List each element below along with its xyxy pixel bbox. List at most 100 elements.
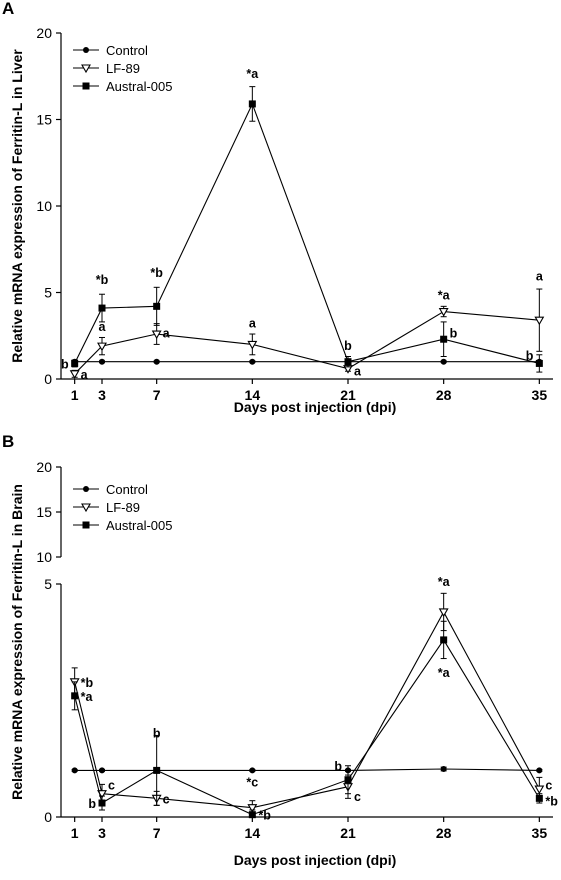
significance-label: b — [61, 357, 69, 371]
significance-label: b — [526, 349, 534, 363]
x-tick-label: 14 — [245, 387, 261, 403]
data-point — [153, 358, 160, 365]
significance-label: *b — [96, 273, 109, 287]
x-tick-label: 3 — [98, 825, 106, 841]
data-point — [438, 608, 449, 618]
legend-label: Control — [106, 43, 148, 58]
series-austral-005 — [71, 620, 543, 819]
legend-label: Control — [106, 482, 148, 497]
data-point — [98, 799, 106, 807]
data-point — [344, 358, 352, 366]
significance-label: b — [450, 326, 458, 340]
significance-label: *b — [258, 809, 271, 823]
data-point — [99, 767, 105, 774]
significance-label: b — [334, 760, 342, 774]
panel-letter-b: B — [2, 432, 14, 451]
panel-letter-a: A — [2, 0, 14, 18]
data-point — [535, 794, 543, 802]
series-lf-89 — [69, 288, 545, 379]
y-tick-label: 10 — [36, 549, 52, 565]
x-tick-label: 14 — [245, 825, 261, 841]
data-point — [534, 785, 545, 795]
data-point — [153, 302, 161, 310]
significance-label: *b — [150, 266, 163, 280]
y-tick-label: 20 — [36, 25, 52, 41]
series-control — [71, 766, 543, 774]
x-tick-label: 7 — [153, 825, 161, 841]
significance-label: b — [344, 339, 352, 353]
series-control — [71, 358, 543, 365]
data-point — [69, 370, 80, 379]
x-tick-label: 7 — [153, 387, 161, 403]
data-point — [440, 636, 448, 644]
legend-label: LF-89 — [106, 500, 140, 515]
data-point — [247, 804, 258, 813]
chart-panel-a: A 0 5 10 15 20 1 3 7 14 21 28 35 Days post injection … — [2, 0, 553, 415]
data-point — [536, 767, 543, 774]
data-point — [98, 304, 106, 312]
legend-marker — [82, 521, 90, 529]
y-tick-label: 15 — [36, 112, 52, 128]
data-point — [248, 811, 256, 819]
series-line — [74, 102, 540, 364]
y-tick-label: 5 — [44, 576, 52, 592]
significance-label: c — [108, 778, 115, 792]
legend-marker — [81, 503, 91, 513]
chart-panel-b: B 0 5 10 15 20 1 3 7 14 21 28 35 Days post injection … — [2, 432, 558, 868]
significance-label: *b — [545, 795, 558, 809]
significance-label: c — [163, 792, 170, 806]
series-lf-89 — [69, 592, 545, 816]
data-point — [440, 358, 447, 365]
x-tick-label: 21 — [340, 825, 356, 841]
data-point — [151, 330, 162, 340]
x-tick-label: 35 — [532, 825, 548, 841]
data-point — [249, 767, 256, 774]
y-tick-label: 0 — [44, 371, 52, 387]
data-point — [249, 358, 256, 365]
x-tick-label: 1 — [71, 387, 79, 403]
y-tick-label: 15 — [36, 504, 52, 520]
significance-label: a — [249, 316, 257, 330]
series-austral-005 — [71, 86, 543, 373]
significance-label: *a — [438, 666, 451, 680]
data-point — [248, 100, 256, 108]
significance-label: a — [99, 320, 107, 334]
legend-marker — [83, 486, 89, 492]
significance-label: c — [545, 778, 552, 792]
x-tick-label: 1 — [71, 825, 79, 841]
significance-label: *a — [246, 67, 259, 81]
y-tick-label: 5 — [44, 285, 52, 301]
data-point — [440, 335, 448, 343]
data-point — [153, 766, 161, 774]
series-line — [74, 310, 540, 375]
significance-label: *a — [438, 575, 451, 589]
legend-marker — [82, 82, 90, 90]
significance-label: *c — [246, 775, 258, 789]
significance-label: *b — [81, 676, 94, 690]
data-point — [71, 692, 79, 700]
legend-marker — [83, 47, 89, 53]
data-point — [247, 340, 258, 350]
data-point — [440, 766, 447, 773]
x-tick-label: 21 — [340, 387, 356, 403]
y-tick-label: 10 — [36, 198, 52, 214]
legend-label: Austral-005 — [106, 518, 172, 533]
x-tick-label: 28 — [436, 387, 452, 403]
significance-label: b — [88, 797, 96, 811]
data-point — [535, 359, 543, 367]
x-axis-title: Days post injection (dpi) — [234, 852, 397, 868]
series-line — [74, 638, 540, 816]
data-point — [438, 307, 449, 317]
x-axis-title: Days post injection (dpi) — [234, 399, 397, 415]
series-line — [74, 768, 540, 771]
x-tick-label: 3 — [98, 387, 106, 403]
significance-label: *a — [81, 690, 94, 704]
legend-label: LF-89 — [106, 61, 140, 76]
significance-label: a — [81, 368, 89, 382]
significance-label: a — [163, 326, 171, 340]
significance-label: c — [354, 790, 361, 804]
x-tick-label: 35 — [532, 387, 548, 403]
significance-label: a — [354, 364, 362, 378]
data-point — [71, 767, 78, 774]
